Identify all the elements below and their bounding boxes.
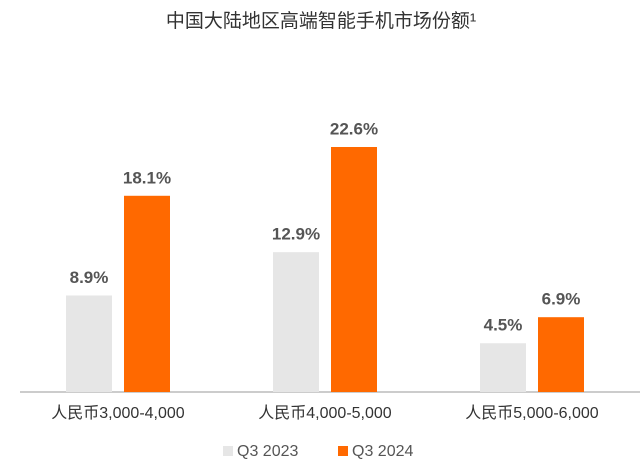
legend-label: Q3 2024 (352, 443, 413, 460)
legend-swatch (338, 446, 348, 456)
data-label: 22.6% (330, 119, 378, 138)
x-tick-label: 人民币5,000-6,000 (465, 404, 599, 422)
bar (538, 317, 584, 392)
bar (273, 252, 319, 392)
bar (66, 295, 112, 392)
x-tick-label: 人民币3,000-4,000 (51, 404, 185, 422)
legend-label: Q3 2023 (237, 443, 298, 460)
data-label: 6.9% (542, 290, 581, 309)
bar (480, 343, 526, 392)
x-tick-label: 人民币4,000-5,000 (258, 404, 392, 422)
data-label: 8.9% (70, 268, 109, 287)
legend-swatch (223, 446, 233, 456)
data-label: 18.1% (123, 168, 171, 187)
bar (331, 147, 377, 392)
bar (124, 195, 170, 392)
data-label: 4.5% (484, 316, 523, 335)
chart-title: 中国大陆地区高端智能手机市场份额¹ (166, 10, 476, 32)
data-label: 12.9% (272, 225, 320, 244)
